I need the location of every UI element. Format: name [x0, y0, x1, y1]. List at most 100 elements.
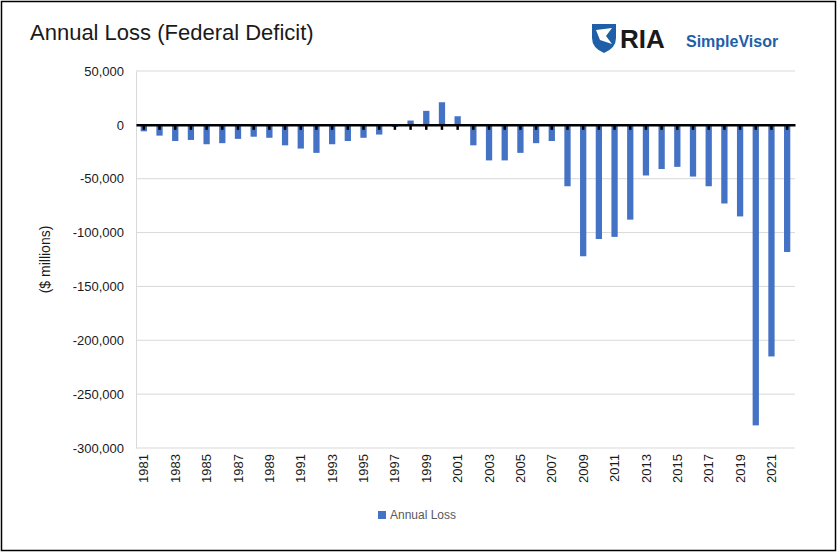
x-tick-mark — [598, 125, 601, 130]
x-tick-label: 2001 — [450, 454, 465, 483]
x-tick-label: 1985 — [199, 454, 214, 483]
x-tick-label: 2021 — [764, 454, 779, 483]
bar — [596, 125, 602, 239]
bar — [721, 125, 727, 204]
x-tick — [332, 125, 333, 130]
grid-line — [136, 286, 795, 287]
x-tick — [645, 125, 646, 130]
x-tick-label: 1999 — [419, 454, 434, 483]
x-tick — [661, 125, 662, 130]
x-tick: 1995 — [356, 454, 371, 483]
logo: RIASimpleVisor — [592, 24, 778, 54]
x-tick-mark — [645, 125, 648, 130]
bar — [282, 125, 288, 145]
x-tick — [693, 125, 694, 130]
grid-line — [136, 232, 795, 233]
x-tick: 2007 — [544, 454, 559, 483]
x-tick-label: 2015 — [670, 454, 685, 483]
x-tick: 2021 — [764, 454, 779, 483]
y-tick: -300,000 — [73, 441, 136, 456]
x-tick — [379, 125, 380, 130]
bar — [172, 125, 178, 141]
x-tick-mark — [205, 125, 208, 130]
x-tick: 1981 — [136, 454, 151, 483]
y-tick: -50,000 — [80, 171, 136, 186]
y-tick-label: -300,000 — [73, 441, 124, 456]
y-tick-label: -200,000 — [73, 333, 124, 348]
x-tick — [708, 125, 709, 130]
x-tick-label: 1995 — [356, 454, 371, 483]
frame — [2, 2, 836, 551]
x-tick-mark — [692, 125, 695, 130]
x-tick-label: 2013 — [638, 454, 653, 483]
x-tick-mark — [456, 125, 459, 130]
x-tick-mark — [676, 125, 679, 130]
x-tick: 2013 — [638, 454, 653, 483]
x-tick-mark — [300, 125, 303, 130]
x-tick: 1989 — [262, 454, 277, 483]
x-tick: 2005 — [513, 454, 528, 483]
x-tick — [583, 125, 584, 130]
x-tick-mark — [582, 125, 585, 130]
x-tick — [536, 125, 537, 130]
y-tick: -150,000 — [73, 279, 136, 294]
x-tick — [237, 125, 238, 130]
x-tick-mark — [331, 125, 334, 130]
bar — [564, 125, 570, 186]
x-tick — [347, 125, 348, 130]
bar — [439, 102, 445, 125]
x-tick-mark — [660, 125, 663, 130]
bar — [784, 125, 790, 252]
x-tick — [253, 125, 254, 130]
x-tick — [363, 125, 364, 130]
bar — [533, 125, 539, 143]
x-tick — [175, 125, 176, 130]
y-tick: -100,000 — [73, 225, 136, 240]
x-tick-label: 1991 — [293, 454, 308, 483]
x-tick — [724, 125, 725, 130]
x-tick — [300, 125, 301, 130]
grid-line — [136, 178, 795, 179]
chart: Annual Loss (Federal Deficit)RIASimpleVi… — [0, 0, 837, 552]
y-tick-label: -150,000 — [73, 279, 124, 294]
x-tick — [787, 125, 788, 130]
bar — [486, 125, 492, 161]
x-tick-label: 2011 — [607, 454, 622, 482]
x-tick-mark — [362, 125, 365, 130]
logo-shield — [592, 24, 616, 53]
y-tick-label: -250,000 — [73, 387, 124, 402]
legend: Annual Loss — [378, 508, 456, 522]
y-tick: -200,000 — [73, 333, 136, 348]
bars — [141, 102, 791, 425]
x-tick — [410, 125, 411, 130]
y-tick: 0 — [117, 118, 136, 133]
x-tick-mark — [707, 125, 710, 130]
y-axis: 50,0000-50,000-100,000-150,000-200,000-2… — [73, 64, 137, 456]
x-tick-label: 2019 — [733, 454, 748, 483]
y-tick-label: -50,000 — [80, 171, 124, 186]
x-tick-mark — [315, 125, 318, 130]
x-tick-mark — [629, 125, 632, 130]
bar — [611, 125, 617, 237]
bar — [455, 116, 461, 125]
bar — [470, 125, 476, 145]
x-tick-mark — [425, 125, 428, 130]
x-tick-mark — [739, 125, 742, 130]
bar — [345, 125, 351, 141]
x-tick-mark — [284, 125, 287, 130]
x-tick: 2001 — [450, 454, 465, 483]
zero-axis-line — [137, 124, 796, 127]
x-tick: 1999 — [419, 454, 434, 483]
x-tick: 2009 — [576, 454, 591, 483]
bar — [251, 125, 257, 137]
bar — [502, 125, 508, 161]
x-tick — [394, 125, 395, 130]
x-tick — [755, 125, 756, 130]
x-tick-mark — [268, 125, 271, 130]
y-axis-line — [136, 72, 137, 449]
x-tick-label: 1983 — [168, 454, 183, 483]
bar — [313, 125, 319, 153]
bar — [690, 125, 696, 177]
x-tick-label: 2007 — [544, 454, 559, 483]
x-tick-mark — [755, 125, 758, 130]
